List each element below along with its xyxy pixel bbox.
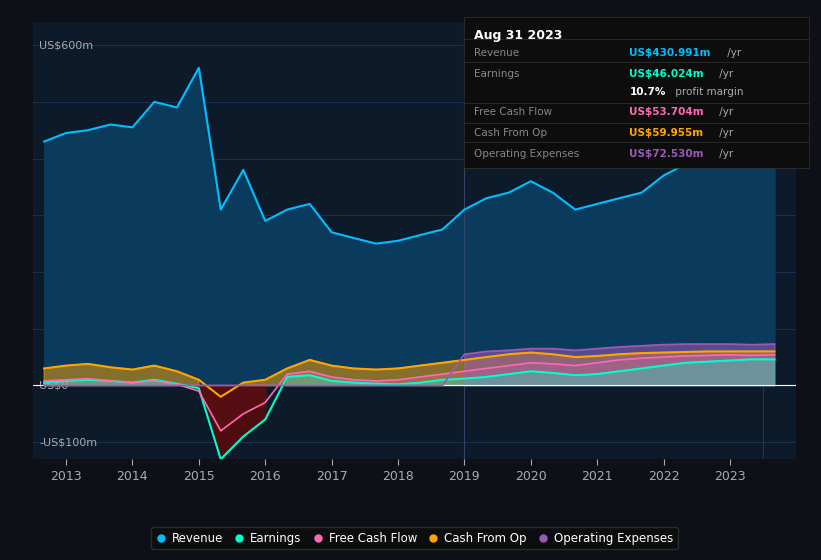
Text: Free Cash Flow: Free Cash Flow xyxy=(475,107,553,117)
Text: US$0: US$0 xyxy=(39,380,69,390)
Text: US$59.955m: US$59.955m xyxy=(630,128,704,138)
Text: /yr: /yr xyxy=(716,69,733,80)
Text: /yr: /yr xyxy=(716,128,733,138)
Text: Revenue: Revenue xyxy=(475,48,520,58)
Text: US$600m: US$600m xyxy=(39,40,94,50)
Text: US$46.024m: US$46.024m xyxy=(630,69,704,80)
Text: US$53.704m: US$53.704m xyxy=(630,107,704,117)
Text: Cash From Op: Cash From Op xyxy=(475,128,548,138)
Text: /yr: /yr xyxy=(716,107,733,117)
Text: /yr: /yr xyxy=(716,150,733,160)
Text: US$72.530m: US$72.530m xyxy=(630,150,704,160)
Text: profit margin: profit margin xyxy=(672,87,744,97)
Text: Operating Expenses: Operating Expenses xyxy=(475,150,580,160)
Text: 10.7%: 10.7% xyxy=(630,87,666,97)
Text: Aug 31 2023: Aug 31 2023 xyxy=(475,29,562,42)
Text: -US$100m: -US$100m xyxy=(39,437,98,447)
Text: /yr: /yr xyxy=(724,48,741,58)
Legend: Revenue, Earnings, Free Cash Flow, Cash From Op, Operating Expenses: Revenue, Earnings, Free Cash Flow, Cash … xyxy=(151,527,678,549)
Text: US$430.991m: US$430.991m xyxy=(630,48,711,58)
Text: Earnings: Earnings xyxy=(475,69,520,80)
